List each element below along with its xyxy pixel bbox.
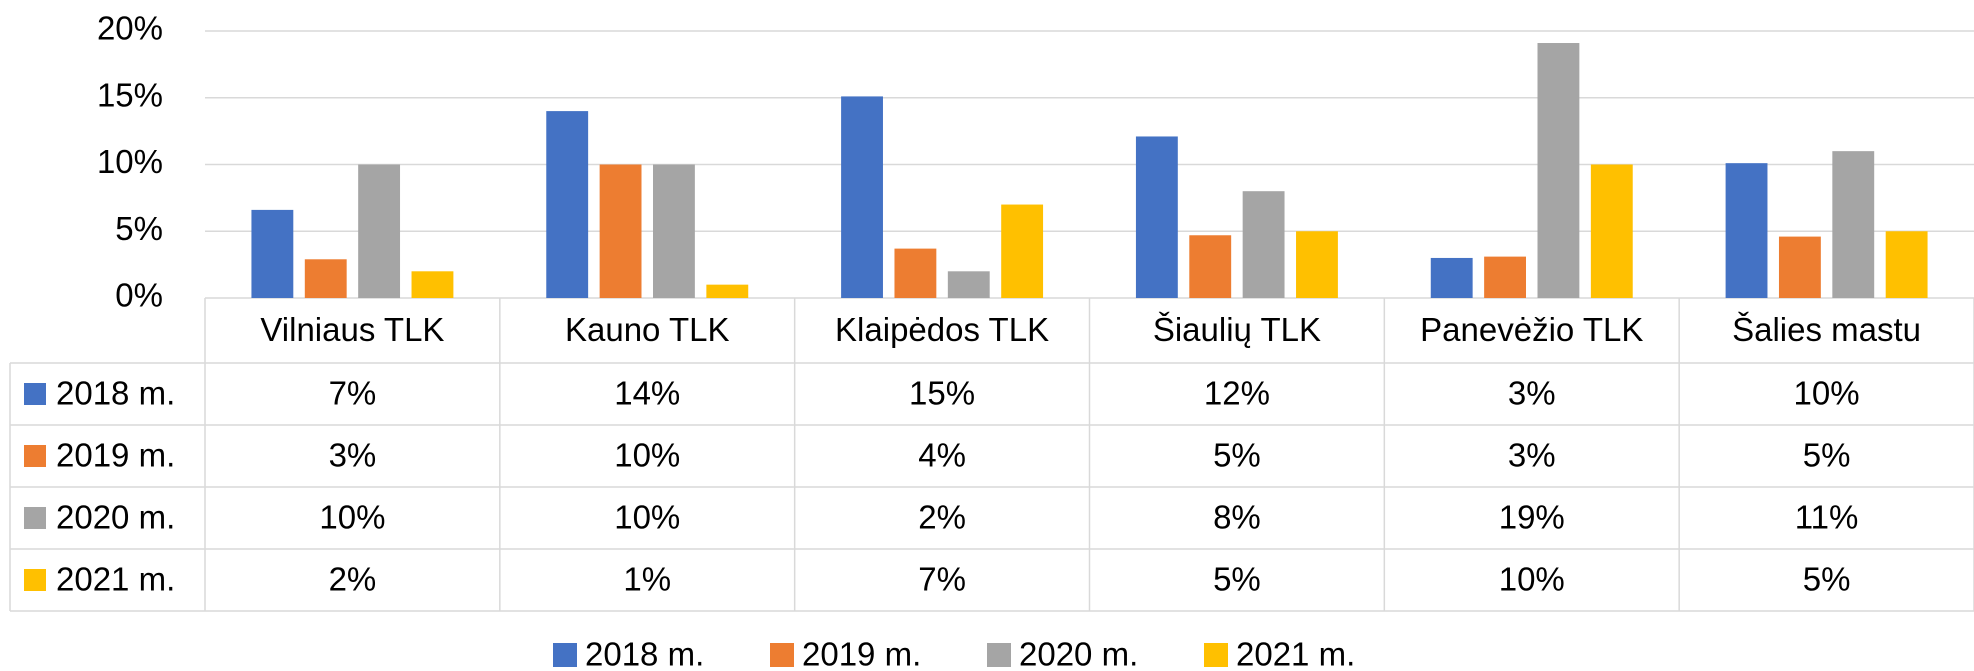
bar (706, 284, 749, 298)
table-value: 2% (329, 561, 377, 598)
x-tick-label: Vilniaus TLK (260, 311, 444, 348)
bar (894, 248, 937, 298)
table-value: 5% (1803, 561, 1851, 598)
bar (1832, 151, 1875, 298)
bar (599, 164, 642, 298)
table-value: 8% (1213, 499, 1261, 536)
y-tick-label: 10% (97, 143, 163, 180)
x-tick-label: Panevėžio TLK (1420, 311, 1643, 348)
x-tick-label: Šiaulių TLK (1153, 311, 1321, 348)
row-header: 2020 m. (56, 499, 175, 536)
table-legend-key (24, 507, 46, 529)
table-value: 3% (1508, 375, 1556, 412)
bar (1430, 257, 1473, 298)
table-value: 1% (623, 561, 671, 598)
table-value: 10% (319, 499, 385, 536)
x-tick-label: Šalies mastu (1732, 311, 1921, 348)
table-value: 12% (1204, 375, 1270, 412)
table-value: 10% (614, 437, 680, 474)
table-value: 7% (329, 375, 377, 412)
table-value: 10% (614, 499, 680, 536)
bar (1296, 231, 1338, 298)
bar (1189, 235, 1232, 298)
bar (251, 209, 294, 298)
bar (652, 164, 695, 298)
table-legend-key (24, 383, 46, 405)
legend-label: 2018 m. (585, 636, 704, 671)
table-value: 2% (918, 499, 966, 536)
legend-label: 2020 m. (1019, 636, 1138, 671)
row-header: 2018 m. (56, 375, 175, 412)
table-value: 5% (1213, 561, 1261, 598)
bar (411, 271, 454, 298)
bar (1484, 256, 1527, 298)
y-tick-label: 0% (115, 277, 163, 314)
table-value: 10% (1499, 561, 1565, 598)
bar (1001, 204, 1044, 298)
y-tick-label: 15% (97, 76, 163, 113)
legend-key (770, 643, 794, 667)
table-value: 5% (1213, 437, 1261, 474)
table-value: 7% (918, 561, 966, 598)
x-tick-label: Klaipėdos TLK (835, 311, 1049, 348)
bar (1135, 136, 1178, 298)
legend-label: 2021 m. (1236, 636, 1355, 671)
table-value: 4% (918, 437, 966, 474)
bar (546, 111, 589, 298)
legend-key (1204, 643, 1228, 667)
row-header: 2021 m. (56, 561, 175, 598)
table-value: 14% (614, 375, 680, 412)
y-tick-label: 5% (115, 210, 163, 247)
legend-label: 2019 m. (802, 636, 921, 671)
bar (947, 271, 990, 298)
legend-key (987, 643, 1011, 667)
bar (841, 96, 883, 298)
bar (1778, 236, 1821, 298)
bar (1590, 164, 1633, 298)
table-value: 3% (1508, 437, 1556, 474)
legend-key (553, 643, 577, 667)
table-value: 15% (909, 375, 975, 412)
table-value: 5% (1803, 437, 1851, 474)
table-legend-key (24, 445, 46, 467)
table-value: 10% (1794, 375, 1860, 412)
table-value: 3% (329, 437, 377, 474)
bar (1885, 231, 1928, 298)
bar (358, 164, 401, 298)
bar (1725, 163, 1768, 298)
bar (1242, 191, 1285, 298)
table-legend-key (24, 569, 46, 591)
y-tick-label: 20% (97, 10, 163, 47)
table-value: 11% (1795, 499, 1859, 536)
table-value: 19% (1499, 499, 1565, 536)
bar (304, 259, 347, 298)
bar (1537, 43, 1580, 298)
x-tick-label: Kauno TLK (565, 311, 730, 348)
row-header: 2019 m. (56, 437, 175, 474)
